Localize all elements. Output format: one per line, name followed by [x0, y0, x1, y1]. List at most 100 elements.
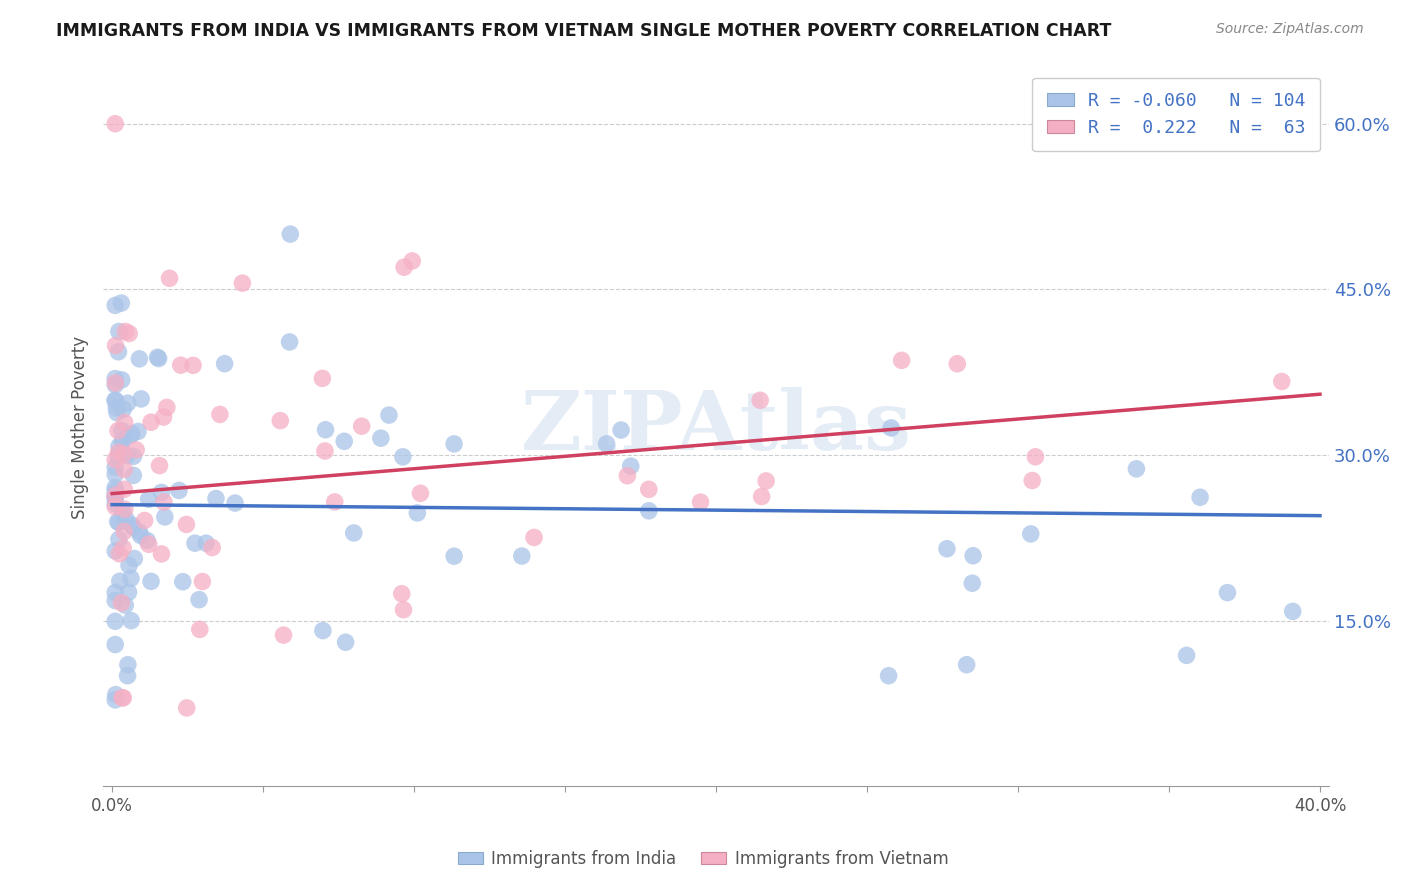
Point — [191, 574, 214, 589]
Point — [107, 445, 129, 459]
Point — [104, 614, 127, 628]
Point — [104, 593, 127, 607]
Point — [167, 483, 190, 498]
Point — [104, 488, 127, 502]
Point — [128, 524, 150, 539]
Point — [595, 437, 617, 451]
Point — [120, 614, 142, 628]
Point — [108, 325, 131, 339]
Point — [128, 351, 150, 366]
Point — [751, 490, 773, 504]
Point — [278, 227, 301, 241]
Point — [184, 536, 207, 550]
Point — [110, 596, 132, 610]
Point — [224, 496, 246, 510]
Point — [176, 517, 198, 532]
Point — [153, 509, 176, 524]
Point — [1019, 527, 1042, 541]
Point — [136, 533, 159, 548]
Point — [111, 373, 134, 387]
Point — [117, 669, 139, 683]
Point — [315, 423, 337, 437]
Point — [689, 495, 711, 509]
Point — [139, 415, 162, 429]
Point — [114, 502, 136, 516]
Point — [104, 117, 127, 131]
Point — [205, 491, 228, 506]
Point — [104, 393, 127, 408]
Point — [181, 359, 204, 373]
Point — [1175, 648, 1198, 663]
Point — [105, 406, 128, 420]
Point — [107, 515, 129, 529]
Point — [188, 592, 211, 607]
Point — [112, 524, 135, 539]
Point — [150, 485, 173, 500]
Point — [935, 541, 957, 556]
Point — [117, 396, 139, 410]
Point — [111, 690, 134, 705]
Point — [150, 547, 173, 561]
Point — [392, 450, 415, 464]
Point — [314, 444, 336, 458]
Point — [104, 497, 127, 511]
Point — [370, 431, 392, 445]
Point — [170, 358, 193, 372]
Point — [107, 424, 129, 438]
Point — [104, 544, 127, 558]
Point — [616, 468, 638, 483]
Point — [333, 434, 356, 449]
Point — [104, 488, 127, 502]
Point — [138, 537, 160, 551]
Point — [443, 549, 465, 564]
Point — [114, 416, 136, 430]
Point — [104, 693, 127, 707]
Point — [1021, 474, 1043, 488]
Point — [269, 414, 291, 428]
Text: ZIPAtlas: ZIPAtlas — [520, 387, 911, 467]
Point — [120, 428, 142, 442]
Point — [962, 576, 984, 591]
Point — [108, 516, 131, 530]
Point — [129, 392, 152, 406]
Point — [172, 574, 194, 589]
Point — [104, 467, 127, 482]
Point — [749, 393, 772, 408]
Point — [350, 419, 373, 434]
Point — [273, 628, 295, 642]
Point — [125, 442, 148, 457]
Point — [118, 326, 141, 341]
Point — [122, 450, 145, 464]
Point — [620, 459, 643, 474]
Point — [114, 598, 136, 612]
Point — [153, 495, 176, 509]
Point — [335, 635, 357, 649]
Point — [111, 505, 134, 519]
Point — [110, 296, 132, 310]
Point — [443, 437, 465, 451]
Point — [104, 376, 127, 390]
Point — [962, 549, 984, 563]
Point — [108, 533, 131, 547]
Point — [391, 587, 413, 601]
Point — [111, 424, 134, 438]
Point — [523, 531, 546, 545]
Point — [104, 491, 127, 505]
Point — [1271, 375, 1294, 389]
Point — [406, 506, 429, 520]
Point — [112, 483, 135, 497]
Point — [117, 657, 139, 672]
Point — [104, 638, 127, 652]
Point — [104, 452, 127, 467]
Point — [114, 325, 136, 339]
Point — [1281, 604, 1303, 618]
Legend: R = -0.060   N = 104, R =  0.222   N =  63: R = -0.060 N = 104, R = 0.222 N = 63 — [1032, 78, 1320, 152]
Point — [121, 517, 143, 532]
Point — [323, 495, 346, 509]
Point — [117, 585, 139, 599]
Point — [112, 690, 135, 705]
Point — [146, 351, 169, 365]
Point — [637, 483, 659, 497]
Point — [148, 458, 170, 473]
Text: Source: ZipAtlas.com: Source: ZipAtlas.com — [1216, 22, 1364, 37]
